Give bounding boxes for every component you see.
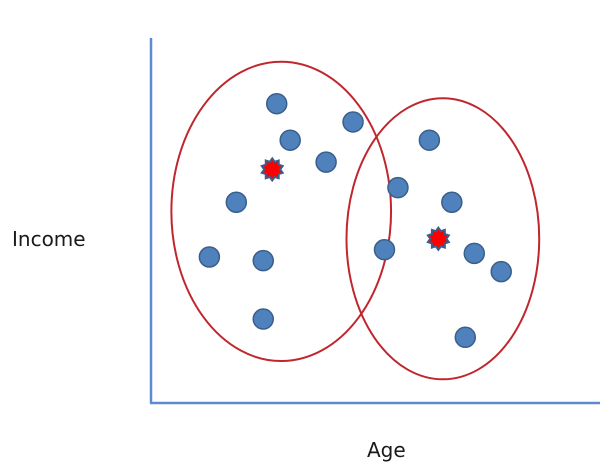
data-point-c2-2 <box>387 176 409 199</box>
data-point-c2-5 <box>463 242 486 265</box>
centroid-marker-1 <box>260 156 285 183</box>
centroid-marker-2 <box>426 226 451 252</box>
data-point-c1-2 <box>342 111 364 133</box>
data-point-c1-6 <box>198 246 221 268</box>
data-point-c1-5 <box>225 191 248 213</box>
data-point-c1-3 <box>279 129 301 151</box>
data-point-c1-4 <box>315 151 337 173</box>
data-point-c2-6 <box>490 260 512 283</box>
data-point-c2-7 <box>454 326 477 349</box>
x-axis-label: Age <box>367 438 406 462</box>
cluster-outline-2 <box>345 97 541 381</box>
data-point-c2-3 <box>441 191 463 213</box>
data-point-c2-1 <box>418 129 441 151</box>
data-point-c1-7 <box>252 249 274 272</box>
data-point-c1-1 <box>265 92 288 115</box>
data-point-c1-8 <box>252 308 274 330</box>
cluster-outline-1 <box>170 60 393 363</box>
data-point-c2-4 <box>373 238 396 261</box>
y-axis-label: Income <box>12 227 86 251</box>
